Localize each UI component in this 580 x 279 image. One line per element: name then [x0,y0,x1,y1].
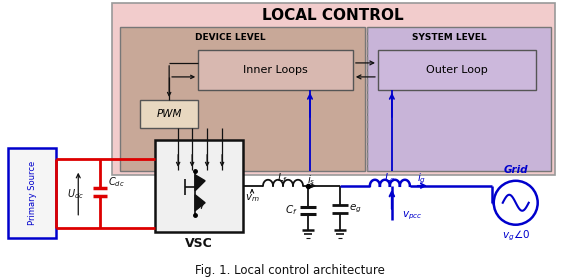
Text: $L_c$: $L_c$ [384,171,396,185]
Text: DEVICE LEVEL: DEVICE LEVEL [195,33,266,42]
Text: VSC: VSC [185,237,213,250]
Text: $v_{pcc}$: $v_{pcc}$ [402,210,422,222]
Text: $C_f$: $C_f$ [285,203,298,217]
Bar [8,148,56,238]
Text: $e_g$: $e_g$ [349,203,362,215]
Polygon shape [195,195,205,211]
Text: $v_m$: $v_m$ [245,192,259,204]
Text: $i_s$: $i_s$ [307,173,315,187]
Text: $L_f$: $L_f$ [277,171,289,185]
Text: Grid: Grid [503,165,528,175]
Text: $i_g$: $i_g$ [417,172,426,186]
Bar [378,50,536,90]
Bar [155,140,243,232]
Text: Fig. 1. Local control architecture: Fig. 1. Local control architecture [195,264,385,277]
Text: $v_g\angle 0$: $v_g\angle 0$ [502,229,530,243]
Text: $U_{dc}$: $U_{dc}$ [67,187,84,201]
Text: Primary Source: Primary Source [28,161,37,225]
Text: Outer Loop: Outer Loop [426,65,488,75]
Bar [120,27,365,171]
Bar [112,3,554,175]
Text: SYSTEM LEVEL: SYSTEM LEVEL [412,33,487,42]
Text: Inner Loops: Inner Loops [242,65,307,75]
Text: $C_{dc}$: $C_{dc}$ [108,175,125,189]
Bar [140,100,198,128]
Text: LOCAL CONTROL: LOCAL CONTROL [262,8,404,23]
Bar [198,50,353,90]
Bar [367,27,550,171]
Polygon shape [195,175,205,191]
Text: PWM: PWM [157,109,182,119]
